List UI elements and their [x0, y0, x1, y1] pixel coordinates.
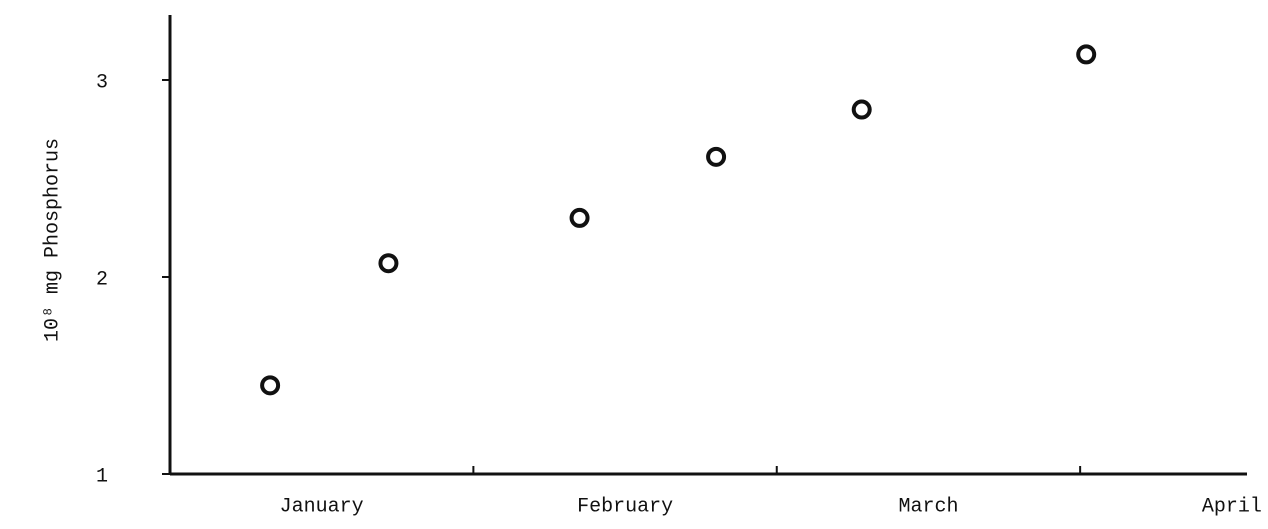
data-point	[1076, 44, 1097, 65]
x-category-label: March	[898, 495, 958, 518]
x-category-label: January	[280, 495, 364, 518]
data-point	[706, 146, 727, 167]
y-tick-label: 3	[96, 71, 108, 94]
y-axis-label: 10⁸ mg Phosphorus	[41, 138, 64, 342]
data-point	[851, 99, 872, 120]
data-point	[260, 375, 281, 396]
data-point	[569, 207, 590, 228]
x-category-label: February	[577, 495, 673, 518]
data-point	[378, 253, 399, 274]
y-tick-label: 2	[96, 268, 108, 291]
x-category-label: April	[1202, 495, 1262, 518]
y-tick-label: 1	[96, 465, 108, 488]
